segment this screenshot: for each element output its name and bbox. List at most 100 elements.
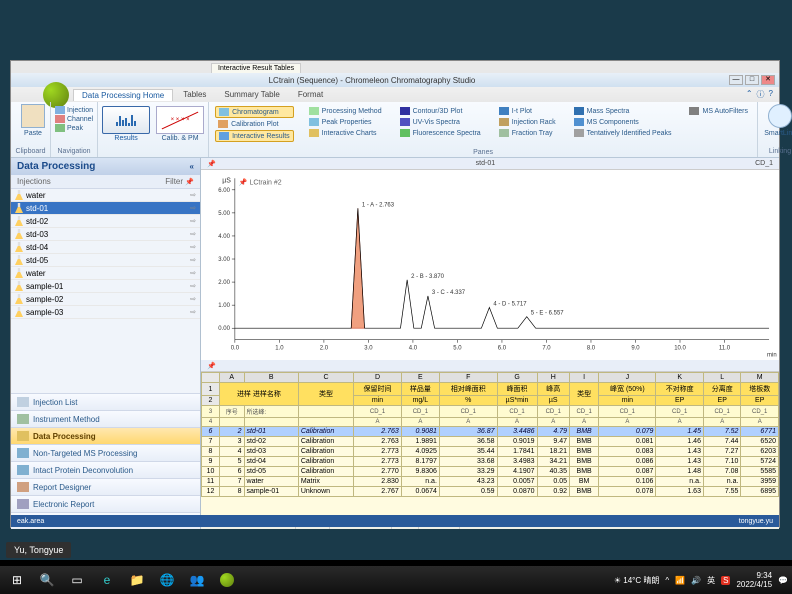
- pin-icon[interactable]: 📌: [185, 179, 194, 186]
- start-button[interactable]: ⊞: [4, 569, 30, 591]
- tent-peaks-icon: [574, 129, 584, 137]
- tray-chevron-icon[interactable]: ^: [665, 576, 669, 585]
- panes-group-label: Panes: [209, 149, 757, 156]
- teams-icon[interactable]: 👥: [184, 569, 210, 591]
- svg-text:5.00: 5.00: [218, 211, 230, 217]
- injection-item[interactable]: water⇨: [11, 189, 200, 202]
- edge-icon[interactable]: e: [94, 569, 120, 591]
- injection-list-icon: [17, 397, 29, 407]
- intact-protein-icon: [17, 465, 29, 475]
- status-right: tongyue.yu: [739, 518, 773, 525]
- notifications-icon[interactable]: 💬: [778, 576, 788, 585]
- svg-text:9.0: 9.0: [631, 346, 640, 352]
- it-plot-icon: [499, 107, 509, 115]
- calib-pm-button[interactable]: × × × ×: [156, 106, 204, 134]
- nav-non-targeted-ms[interactable]: Non-Targeted MS Processing: [11, 444, 200, 461]
- nav-data-processing[interactable]: Data Processing: [11, 427, 200, 444]
- flask-icon: [15, 255, 23, 265]
- table-pin-icon[interactable]: 📌: [207, 362, 216, 370]
- pane-interactive-charts[interactable]: Interactive Charts: [306, 128, 385, 138]
- tab-summary-table[interactable]: Summary Table: [216, 89, 287, 100]
- arrow-icon: ⇨: [190, 295, 196, 303]
- injection-item[interactable]: sample-01⇨: [11, 280, 200, 293]
- pane-processing-method[interactable]: Processing Method: [306, 106, 385, 116]
- pane-fluorescence[interactable]: Fluorescence Spectra: [397, 128, 484, 138]
- injection-item[interactable]: std-03⇨: [11, 228, 200, 241]
- injection-name: water: [26, 191, 46, 200]
- pane-contour[interactable]: Contour/3D Plot: [397, 106, 484, 116]
- nav-electronic-report[interactable]: Electronic Report: [11, 495, 200, 512]
- minimize-button[interactable]: —: [729, 75, 743, 85]
- pane-peak-properties[interactable]: Peak Properties: [306, 117, 385, 127]
- pane-tentative-peaks[interactable]: Tentatively Identified Peaks: [571, 128, 675, 138]
- svg-text:6.00: 6.00: [218, 188, 230, 194]
- channel-icon: [55, 115, 65, 123]
- paste-button[interactable]: Paste: [15, 104, 51, 137]
- pane-ms-autofilters[interactable]: MS AutoFilters: [686, 106, 751, 116]
- nav-peak[interactable]: Peak: [55, 124, 93, 132]
- injection-item[interactable]: sample-03⇨: [11, 306, 200, 319]
- pane-uvvis[interactable]: UV-Vis Spectra: [397, 117, 484, 127]
- nav-report-designer[interactable]: Report Designer: [11, 478, 200, 495]
- pane-ms-components[interactable]: MS Components: [571, 117, 675, 127]
- injection-item[interactable]: std-02⇨: [11, 215, 200, 228]
- tab-data-processing-home[interactable]: Data Processing Home: [73, 89, 173, 101]
- pane-it-plot[interactable]: I-t Plot: [496, 106, 559, 116]
- pane-interactive-results[interactable]: Interactive Results: [215, 130, 294, 142]
- app-taskbar-icon[interactable]: [214, 569, 240, 591]
- flask-icon: [15, 242, 23, 252]
- pane-injection-rack[interactable]: Injection Rack: [496, 117, 559, 127]
- nav-injection[interactable]: Injection: [55, 106, 93, 114]
- search-button[interactable]: 🔍: [34, 569, 60, 591]
- tray-network-icon[interactable]: 📶: [675, 576, 685, 585]
- injection-name: std-01: [26, 204, 48, 213]
- tab-tables[interactable]: Tables: [175, 89, 214, 100]
- close-button[interactable]: ✕: [761, 75, 775, 85]
- clock[interactable]: 9:34 2022/4/15: [736, 571, 772, 589]
- help2-icon[interactable]: ?: [769, 89, 773, 100]
- injection-item[interactable]: sample-02⇨: [11, 293, 200, 306]
- tray-ime[interactable]: 英: [707, 575, 715, 586]
- svg-text:0.0: 0.0: [231, 346, 240, 352]
- chart-pin-icon[interactable]: 📌: [207, 160, 216, 168]
- nav-instrument-method[interactable]: Instrument Method: [11, 410, 200, 427]
- pane-fraction-tray[interactable]: Fraction Tray: [496, 128, 559, 138]
- task-view-button[interactable]: ▭: [64, 569, 90, 591]
- report-designer-icon: [17, 482, 29, 492]
- injections-header: Injections: [17, 177, 51, 186]
- injection-item[interactable]: std-04⇨: [11, 241, 200, 254]
- help-icon[interactable]: ⌃: [746, 89, 753, 100]
- injection-item[interactable]: water⇨: [11, 267, 200, 280]
- chart-cd-label: CD_1: [755, 160, 773, 167]
- tab-format[interactable]: Format: [290, 89, 331, 100]
- results-button[interactable]: [102, 106, 150, 134]
- fluorescence-icon: [400, 129, 410, 137]
- tray-sound-icon[interactable]: 🔊: [691, 576, 701, 585]
- mass-spectra-icon: [574, 107, 584, 115]
- document-tab-strip: Interactive Result Tables: [11, 61, 779, 73]
- weather-widget[interactable]: ☀ 14°C 晴朗: [614, 575, 660, 586]
- injection-item[interactable]: std-01⇨: [11, 202, 200, 215]
- svg-text:3.00: 3.00: [218, 257, 230, 263]
- nav-intact-protein[interactable]: Intact Protein Deconvolution: [11, 461, 200, 478]
- info-icon[interactable]: ⓘ: [757, 89, 765, 100]
- doc-tab[interactable]: Interactive Result Tables: [211, 63, 301, 73]
- maximize-button[interactable]: □: [745, 75, 759, 85]
- results-table[interactable]: ABCDEFGHIJKLM1进样 进样名称类型保留时间样品量相对峰面积峰面积峰高…: [201, 372, 779, 517]
- chromatogram-chart[interactable]: 📌 LCtrain #2µS0.001.002.003.004.005.006.…: [201, 170, 779, 360]
- pane-chromatogram[interactable]: Chromatogram: [215, 106, 294, 118]
- injection-item[interactable]: std-05⇨: [11, 254, 200, 267]
- pane-mass-spectra[interactable]: Mass Spectra: [571, 106, 675, 116]
- collapse-icon[interactable]: «: [190, 162, 194, 171]
- smartlink-button[interactable]: SmartLink: [762, 104, 792, 137]
- filter-label[interactable]: Filter: [165, 177, 183, 186]
- clipboard-group-label: Clipboard: [15, 148, 46, 155]
- nav-injection-list[interactable]: Injection List: [11, 393, 200, 410]
- peak-icon: [55, 124, 65, 132]
- explorer-icon[interactable]: 📁: [124, 569, 150, 591]
- tray-sogou-icon[interactable]: S: [721, 576, 730, 585]
- svg-text:4 - D - 5.717: 4 - D - 5.717: [493, 301, 527, 307]
- nav-channel[interactable]: Channel: [55, 115, 93, 123]
- chrome-icon[interactable]: 🌐: [154, 569, 180, 591]
- pane-calibration-plot[interactable]: Calibration Plot: [215, 119, 294, 129]
